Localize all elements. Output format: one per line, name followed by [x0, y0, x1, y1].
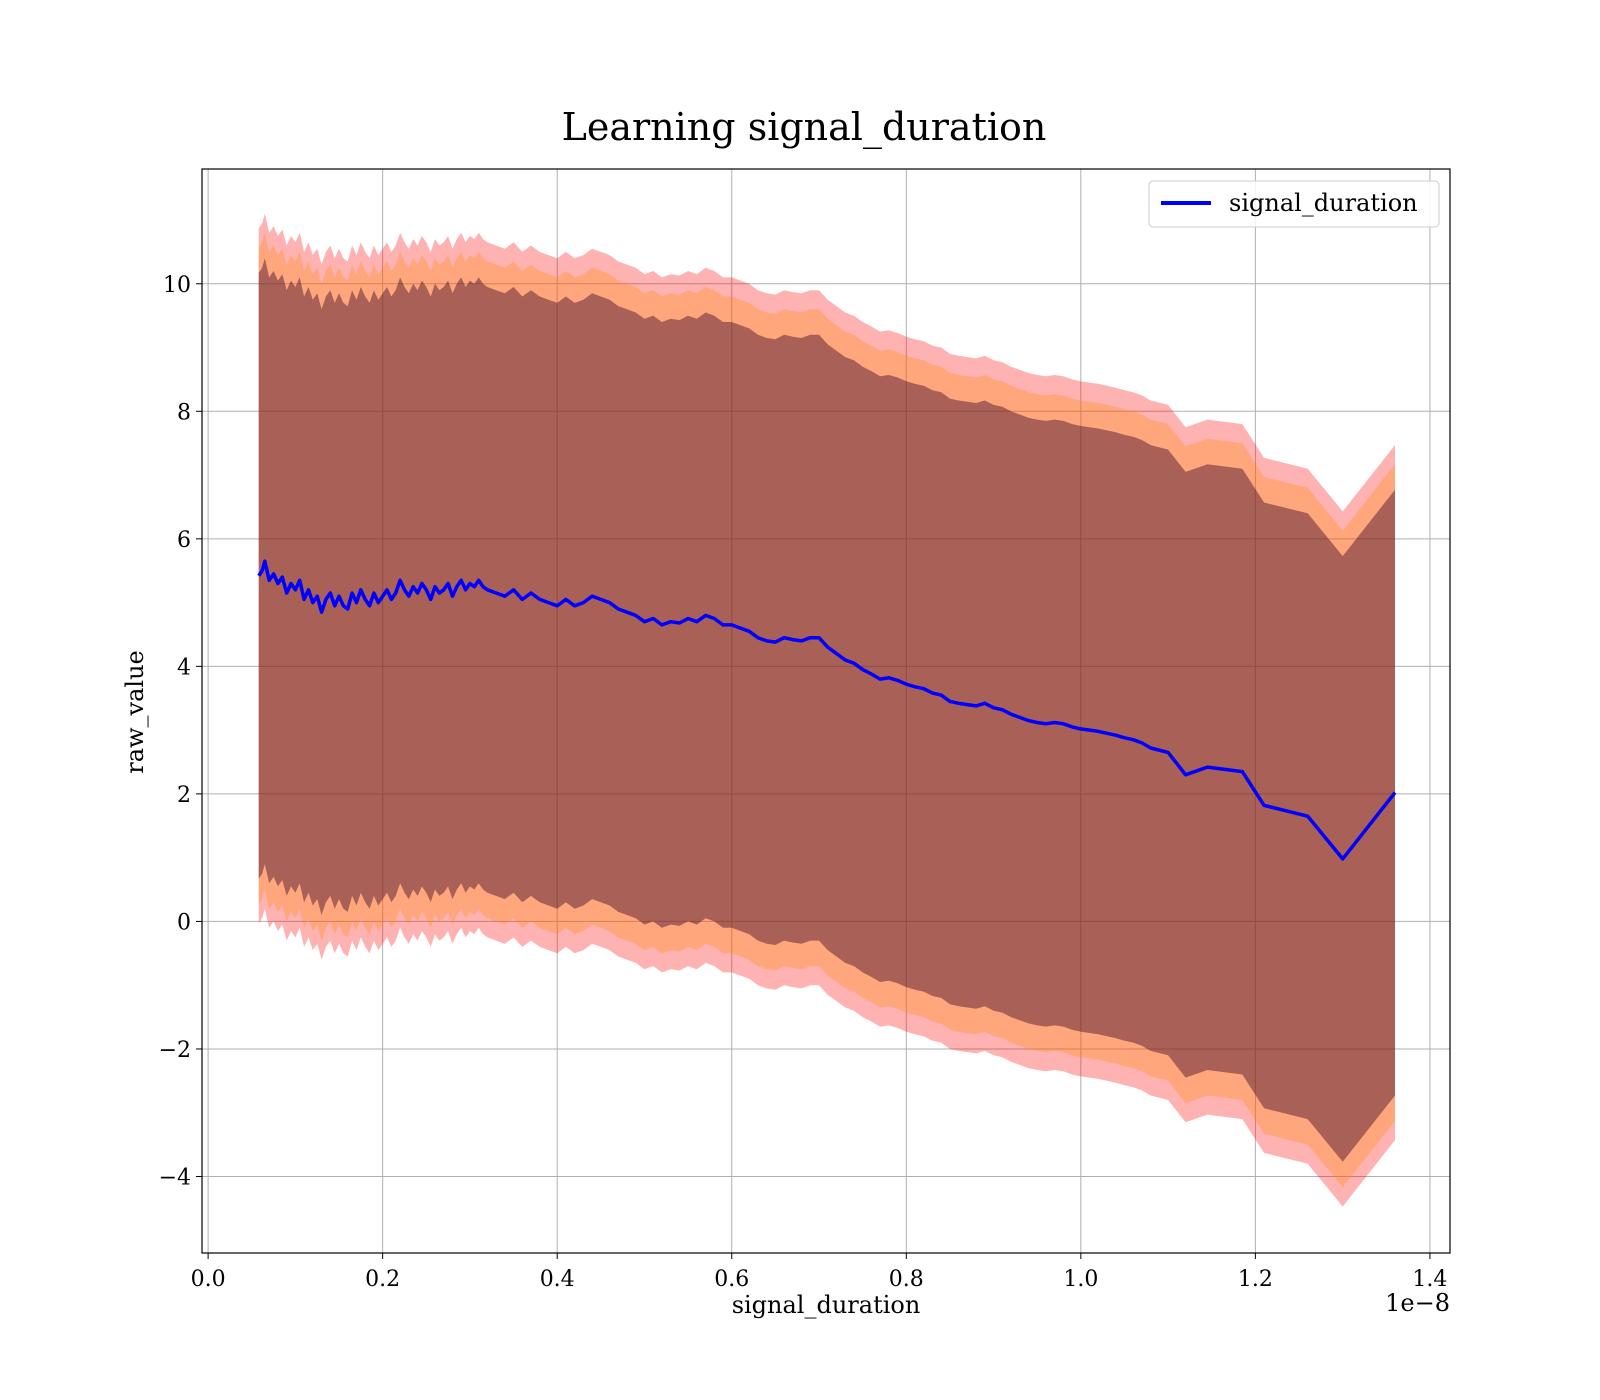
x-axis-label: signal_duration	[732, 1291, 921, 1319]
legend: signal_duration	[1148, 180, 1440, 228]
legend-label: signal_duration	[1229, 189, 1418, 217]
x-axis-ticks: 0.0 0.2 0.4 0.6 0.8 1.0 1.2 1.4	[191, 1253, 1447, 1292]
x-tick-label: 1.4	[1412, 1267, 1447, 1292]
y-tick-label: 10	[163, 273, 191, 298]
x-tick-label: 0.4	[540, 1267, 575, 1292]
series-line-signal-duration	[257, 559, 1397, 861]
x-axis-offset-label: 1e−8	[1385, 1289, 1450, 1317]
series-lines	[257, 559, 1397, 861]
middle-band	[258, 232, 1396, 1188]
y-tick-label: 6	[177, 528, 191, 553]
x-tick-label: 1.0	[1063, 1267, 1098, 1292]
y-tick-label: −2	[159, 1038, 191, 1063]
x-tick-label: 1.2	[1238, 1267, 1273, 1292]
plot-frame	[201, 168, 1451, 1254]
x-tick-label: 0.8	[889, 1267, 924, 1292]
legend-box	[1148, 180, 1440, 228]
x-tick-label: 0.0	[191, 1267, 226, 1292]
y-axis-ticks: −4 −2 0 2 4 6 8 10	[159, 273, 202, 1190]
y-tick-label: 0	[177, 910, 191, 935]
chart-title: Learning signal_duration	[562, 105, 1047, 150]
outer-band	[258, 213, 1396, 1207]
inner-band	[258, 258, 1396, 1162]
y-tick-label: 2	[177, 783, 191, 808]
x-tick-label: 0.2	[365, 1267, 400, 1292]
y-tick-label: 8	[177, 400, 191, 425]
grid	[202, 169, 1450, 1253]
x-tick-label: 0.6	[714, 1267, 749, 1292]
confidence-bands	[258, 213, 1396, 1207]
y-axis-label: raw_value	[121, 650, 149, 774]
y-tick-label: 4	[177, 655, 191, 680]
y-tick-label: −4	[159, 1165, 191, 1190]
